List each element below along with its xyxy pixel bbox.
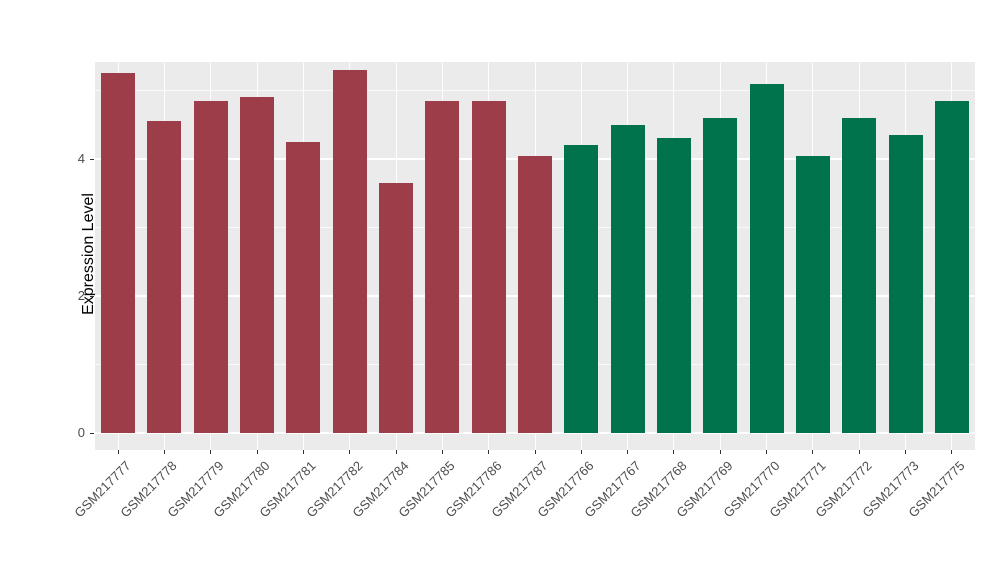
x-tick-mark (812, 450, 814, 454)
bar-GSM217780 (240, 97, 275, 433)
bar-GSM217781 (286, 141, 321, 433)
bar-GSM217787 (518, 155, 552, 433)
x-tick-mark (210, 450, 212, 454)
x-tick-mark (627, 450, 629, 454)
bar-GSM217779 (193, 100, 228, 433)
x-tick-mark (719, 450, 721, 454)
y-tick-label: 0 (77, 425, 85, 440)
y-tick-mark (90, 158, 94, 160)
x-tick-mark (673, 450, 675, 454)
x-tick-mark (488, 450, 490, 454)
y-tick-mark (90, 295, 94, 297)
x-tick-mark (951, 450, 953, 454)
x-tick-mark (117, 450, 119, 454)
bar-GSM217767 (610, 124, 645, 433)
gridline-major (95, 432, 975, 434)
bar-GSM217771 (795, 155, 830, 433)
bar-GSM217770 (749, 83, 784, 433)
plot-panel (95, 62, 975, 450)
x-tick-mark (534, 450, 536, 454)
x-tick-mark (580, 450, 582, 454)
x-tick-mark (858, 450, 860, 454)
x-tick-mark (256, 450, 258, 454)
x-tick-mark (395, 450, 397, 454)
bar-GSM217773 (888, 135, 923, 433)
x-tick-mark (163, 450, 165, 454)
y-tick-label: 4 (77, 151, 85, 166)
x-tick-mark (766, 450, 768, 454)
x-tick-mark (349, 450, 351, 454)
bar-GSM217782 (332, 69, 367, 433)
y-tick-label: 2 (77, 288, 85, 303)
y-tick-mark (90, 432, 94, 434)
bar-GSM217785 (425, 100, 460, 433)
bar-GSM217772 (842, 117, 877, 433)
bar-GSM217769 (703, 117, 738, 433)
bar-GSM217768 (656, 138, 691, 433)
x-tick-mark (441, 450, 443, 454)
bar-GSM217784 (379, 182, 414, 433)
bar-GSM217766 (564, 145, 599, 433)
gridline-minor (95, 90, 975, 91)
bar-GSM217775 (934, 100, 969, 433)
x-tick-mark (302, 450, 304, 454)
x-tick-mark (905, 450, 907, 454)
bar-GSM217777 (101, 73, 136, 433)
bar-GSM217778 (147, 121, 182, 433)
bar-GSM217786 (471, 100, 506, 433)
